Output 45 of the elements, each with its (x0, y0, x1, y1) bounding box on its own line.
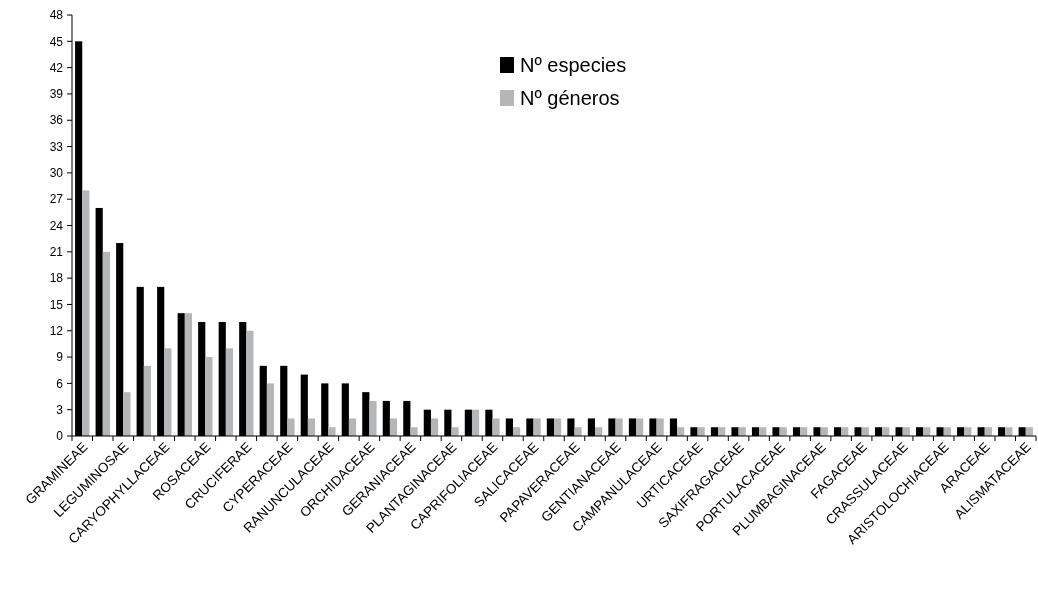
bar (636, 418, 644, 436)
bar (389, 418, 398, 436)
y-tick-label: 21 (49, 245, 64, 260)
bar (246, 330, 254, 436)
y-tick-label: 39 (49, 87, 64, 102)
bar (656, 418, 664, 436)
bar (554, 418, 562, 436)
bar (266, 383, 275, 436)
bar (369, 400, 377, 436)
bar (348, 418, 357, 436)
bar (615, 418, 623, 436)
y-tick-label: 33 (49, 139, 64, 154)
bar (123, 392, 131, 436)
bar (143, 365, 151, 436)
bar (410, 427, 418, 436)
bar (164, 348, 172, 436)
y-tick-label: 24 (49, 218, 64, 233)
bar (492, 418, 500, 436)
bar (82, 190, 90, 436)
legend-label: Nº especies (520, 54, 627, 76)
bar (225, 348, 234, 436)
y-tick-label: 42 (49, 60, 64, 75)
y-tick-label: 36 (49, 113, 64, 128)
bar (102, 251, 110, 436)
legend-label: Nº géneros (520, 87, 620, 109)
y-tick-label: 48 (49, 8, 64, 23)
bar (471, 409, 480, 436)
y-tick-label: 15 (49, 297, 64, 312)
y-tick-label: 18 (49, 271, 64, 286)
y-tick-label: 12 (49, 323, 64, 338)
y-tick-label: 27 (49, 192, 64, 207)
bar (307, 418, 316, 436)
bar (205, 357, 213, 436)
y-tick-label: 6 (56, 376, 64, 391)
bar (184, 313, 192, 436)
bar (287, 418, 295, 436)
y-tick-label: 9 (56, 350, 64, 365)
y-tick-label: 0 (56, 429, 64, 444)
y-tick-label: 45 (49, 34, 64, 49)
bar (430, 418, 439, 436)
bar (328, 427, 336, 436)
bar (451, 427, 459, 436)
bar (533, 418, 541, 436)
y-tick-label: 3 (56, 402, 64, 417)
y-tick-label: 30 (49, 166, 64, 181)
